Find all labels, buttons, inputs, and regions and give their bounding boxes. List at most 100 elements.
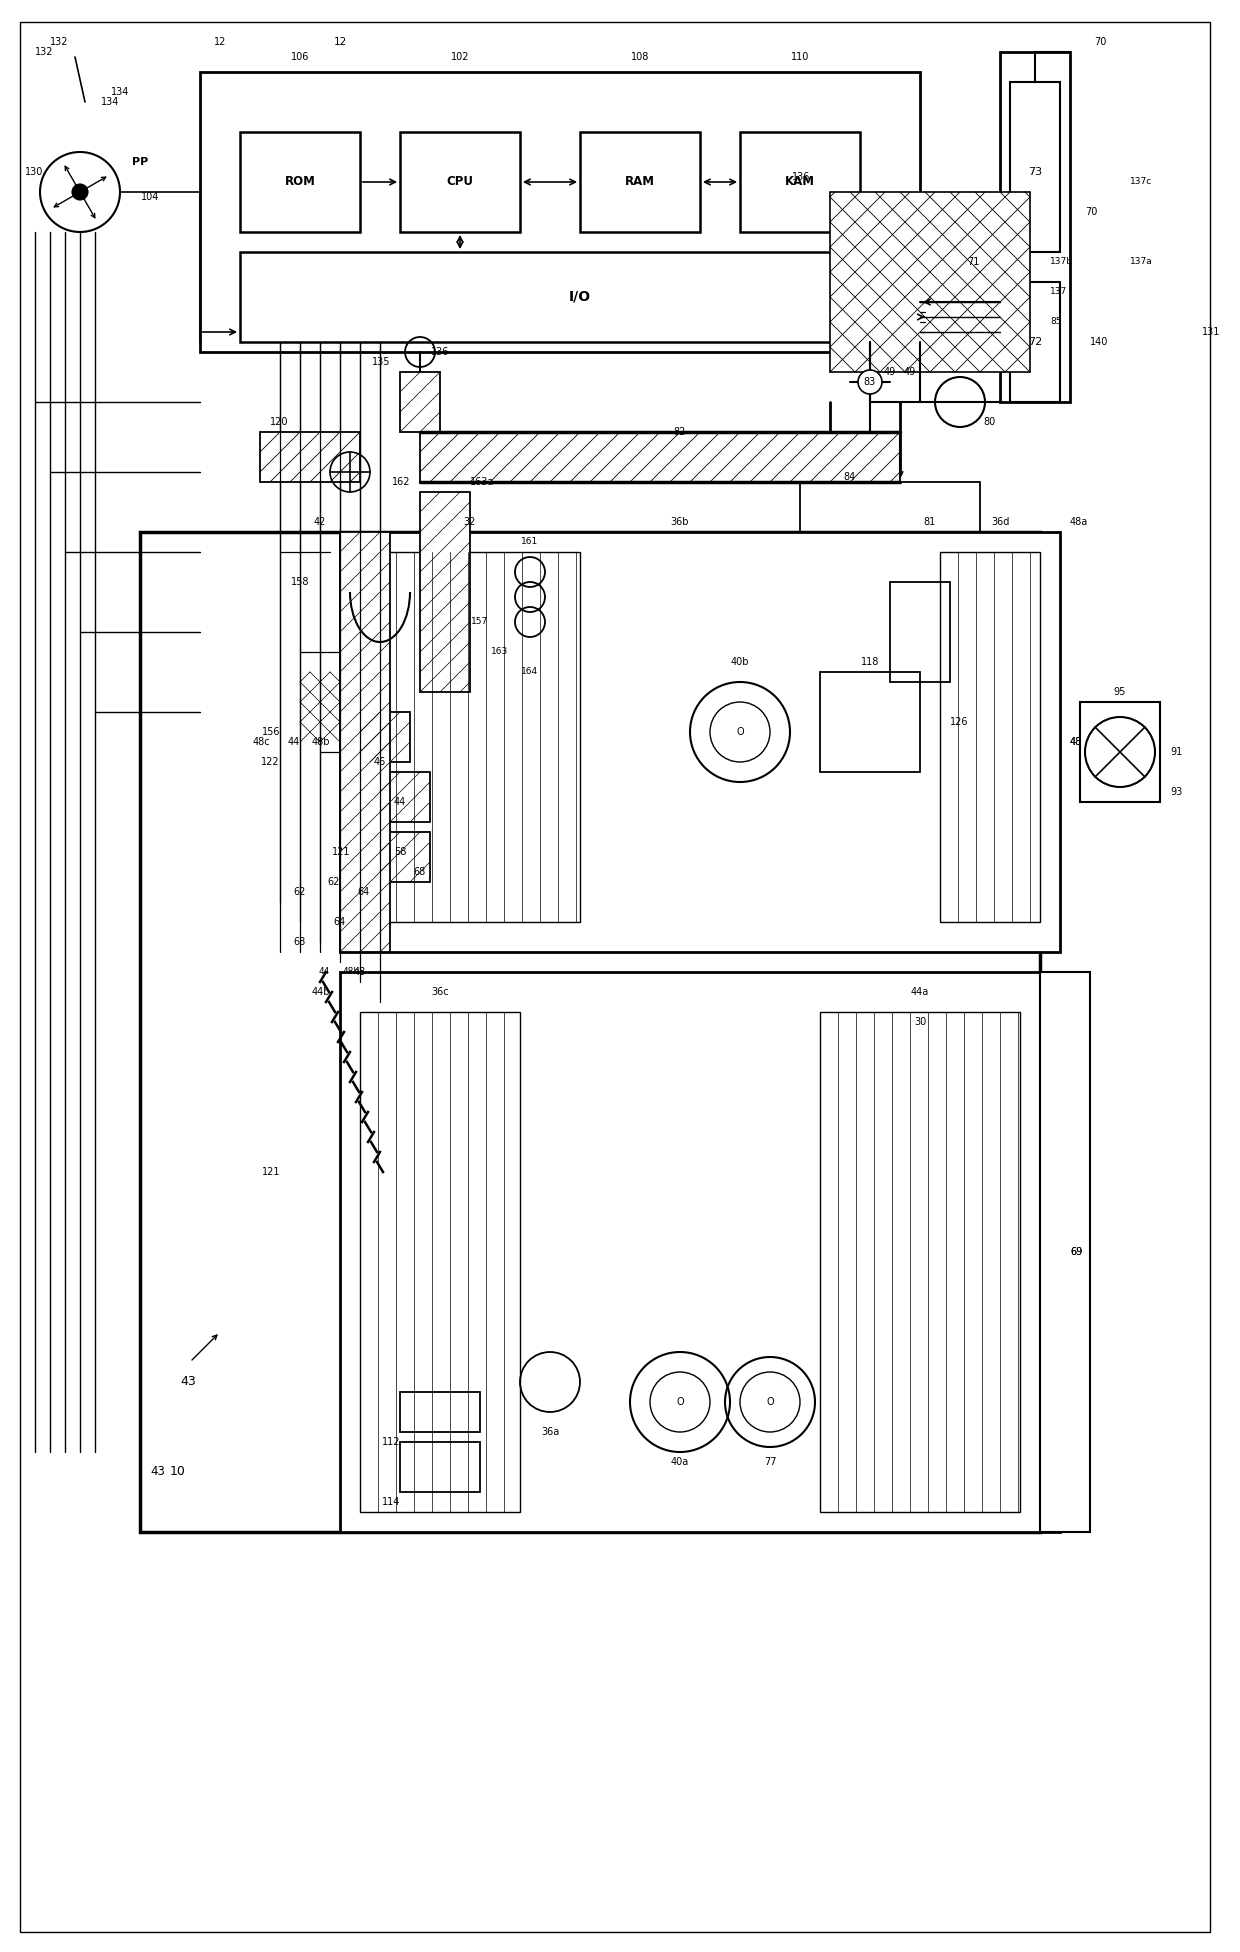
Text: 69: 69 [1070, 1247, 1083, 1257]
Text: 140: 140 [1090, 338, 1109, 347]
Text: 121: 121 [262, 1167, 280, 1177]
Bar [379, 832, 430, 882]
Text: 162: 162 [392, 476, 410, 486]
Bar [830, 191, 1030, 373]
Text: 44: 44 [394, 796, 407, 806]
Text: 137a: 137a [1130, 258, 1153, 267]
Bar [401, 1392, 480, 1433]
Text: 48: 48 [1070, 738, 1083, 748]
Text: 114: 114 [382, 1497, 401, 1507]
Bar [940, 552, 1040, 921]
Bar [241, 252, 920, 342]
Bar [1040, 972, 1090, 1532]
Bar [340, 533, 1060, 953]
Text: 12: 12 [213, 37, 226, 47]
Text: 48: 48 [353, 966, 366, 978]
Text: 48b: 48b [343, 968, 360, 976]
Text: 32: 32 [464, 517, 476, 527]
Text: 135: 135 [372, 357, 391, 367]
Bar [1080, 703, 1159, 802]
Text: 164: 164 [522, 668, 538, 677]
Text: 134: 134 [100, 98, 119, 107]
Text: 118: 118 [861, 658, 879, 668]
Bar [401, 373, 440, 431]
Text: 161: 161 [521, 537, 538, 547]
Text: 44: 44 [319, 968, 330, 976]
Text: 157: 157 [471, 617, 489, 627]
Bar [820, 671, 920, 771]
Text: 44: 44 [288, 738, 300, 748]
Bar [200, 72, 920, 351]
Text: 158: 158 [290, 578, 309, 588]
Text: 62: 62 [327, 876, 340, 886]
Bar [260, 431, 360, 482]
Text: 43: 43 [150, 1466, 165, 1478]
Circle shape [858, 371, 882, 394]
Text: 84: 84 [844, 472, 856, 482]
Text: 121: 121 [331, 847, 350, 857]
Text: 91: 91 [1171, 748, 1182, 757]
Text: RAM: RAM [625, 176, 655, 189]
Text: 102: 102 [451, 53, 469, 62]
Bar [820, 1011, 1021, 1513]
Text: 110: 110 [791, 53, 810, 62]
Text: 48b: 48b [311, 738, 330, 748]
Bar [360, 552, 580, 921]
Text: 48a: 48a [1070, 517, 1089, 527]
Text: 73: 73 [1028, 168, 1042, 178]
Text: 137b: 137b [1050, 258, 1073, 267]
Text: 40b: 40b [730, 658, 749, 668]
Text: 72: 72 [1028, 338, 1042, 347]
Text: 112: 112 [382, 1437, 401, 1446]
Text: PP: PP [131, 156, 148, 168]
Text: 69: 69 [1070, 1247, 1083, 1257]
Text: 64: 64 [334, 917, 346, 927]
Text: 36d: 36d [991, 517, 1009, 527]
Bar [420, 492, 470, 693]
Text: 70: 70 [1094, 37, 1106, 47]
Text: 77: 77 [764, 1456, 776, 1468]
Text: 163: 163 [491, 648, 508, 656]
Bar [379, 771, 430, 822]
Bar [1011, 82, 1060, 252]
Text: 36b: 36b [671, 517, 689, 527]
Bar [340, 972, 1060, 1532]
Bar [420, 431, 900, 482]
Text: 156: 156 [262, 726, 280, 738]
Text: 106: 106 [291, 53, 309, 62]
Text: 71: 71 [967, 258, 980, 267]
Bar [360, 712, 410, 761]
Text: 95: 95 [1114, 687, 1126, 697]
Text: 126: 126 [950, 716, 968, 726]
Bar [800, 482, 980, 582]
Bar [740, 133, 861, 232]
Text: 122: 122 [262, 757, 280, 767]
Text: 42: 42 [314, 517, 326, 527]
Text: 44a: 44a [911, 988, 929, 997]
Bar [580, 133, 701, 232]
Text: 44b: 44b [311, 988, 330, 997]
Text: 62: 62 [294, 886, 306, 898]
Text: 130: 130 [25, 168, 43, 178]
Text: 108: 108 [631, 53, 650, 62]
Text: 48c: 48c [253, 738, 270, 748]
Bar [140, 533, 1040, 1532]
Text: 12: 12 [334, 37, 347, 47]
Text: 132: 132 [50, 37, 68, 47]
Text: 137c: 137c [1130, 178, 1152, 187]
Circle shape [72, 183, 88, 199]
Text: 131: 131 [1202, 328, 1220, 338]
Bar [241, 133, 360, 232]
Bar [1011, 281, 1060, 402]
Text: 64: 64 [358, 886, 370, 898]
Text: 70: 70 [1085, 207, 1097, 217]
Text: 30: 30 [914, 1017, 926, 1027]
Text: 58: 58 [394, 847, 407, 857]
Text: CPU: CPU [446, 176, 474, 189]
Bar [999, 53, 1070, 402]
Bar [401, 1443, 480, 1491]
Text: 93: 93 [1171, 787, 1182, 796]
Text: 40a: 40a [671, 1456, 689, 1468]
Text: 83: 83 [864, 377, 877, 386]
Bar [340, 533, 391, 953]
